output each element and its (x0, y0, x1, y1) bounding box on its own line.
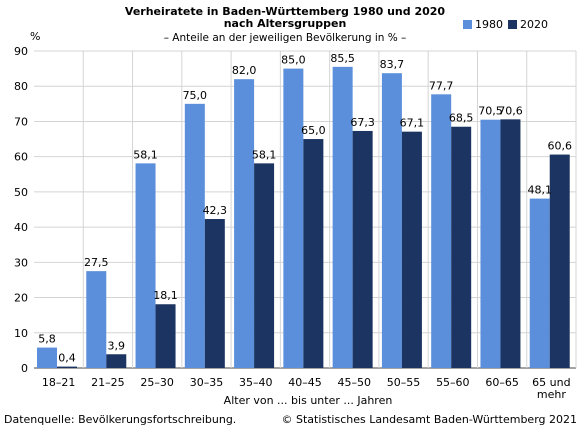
bar-2020 (500, 119, 521, 368)
y-tick-label: 0 (21, 362, 28, 375)
bar-2020 (549, 154, 570, 368)
data-label-1980: 5,8 (38, 333, 56, 346)
y-tick-label: 70 (14, 115, 28, 128)
x-tick-label: 35–40 (239, 376, 273, 389)
x-tick-label: 30–35 (190, 376, 224, 389)
data-label-1980: 85,5 (330, 52, 355, 65)
data-label-2020: 68,5 (449, 112, 474, 125)
x-tick-label: 40–45 (288, 376, 322, 389)
bar-2020 (106, 354, 127, 368)
data-label-2020: 67,1 (400, 117, 425, 130)
x-axis-label: Alter von ... bis unter ... Jahren (224, 394, 393, 407)
data-label-2020: 18,1 (153, 289, 178, 302)
x-tick-label: 25–30 (140, 376, 174, 389)
bar-1980 (480, 119, 501, 368)
data-label-2020: 70,6 (498, 104, 523, 117)
bar-1980 (86, 271, 107, 368)
data-label-2020: 58,1 (252, 148, 277, 161)
chart-title-line-2: nach Altersgruppen (224, 17, 347, 30)
y-tick-label: 10 (14, 327, 28, 340)
chart-subtitle: – Anteile an der jeweiligen Bevölkerung … (164, 32, 407, 44)
legend-swatch-1980 (463, 20, 472, 29)
x-tick-label: 45–50 (338, 376, 372, 389)
data-label-1980: 83,7 (380, 58, 405, 71)
y-tick-label: 90 (14, 45, 28, 58)
y-tick-label: 80 (14, 80, 28, 93)
x-tick-label-line2: mehr (537, 388, 566, 401)
data-label-2020: 67,3 (350, 116, 375, 129)
legend-label-2020: 2020 (520, 18, 548, 31)
x-tick-label: 55–60 (436, 376, 470, 389)
bar-2020 (155, 304, 176, 368)
bar-1980 (234, 79, 255, 368)
x-tick-label: 21–25 (91, 376, 125, 389)
data-label-1980: 70,5 (478, 105, 503, 118)
data-label-2020: 65,0 (301, 124, 326, 137)
data-label-2020: 0,4 (58, 352, 76, 365)
bar-2020 (254, 163, 275, 368)
y-tick-label: 50 (14, 186, 28, 199)
y-tick-label: 60 (14, 151, 28, 164)
bar-2020 (401, 131, 422, 368)
bar-2020 (303, 139, 324, 368)
bar-1980 (431, 94, 452, 368)
y-axis-unit: % (30, 30, 40, 43)
bar-2020 (352, 130, 373, 368)
footer-copyright: © Statistisches Landesamt Baden-Württemb… (281, 413, 577, 426)
bar-1980 (283, 68, 304, 368)
bar-1980 (135, 163, 156, 368)
bar-2020 (204, 219, 225, 368)
bar-2020 (57, 366, 77, 368)
data-label-2020: 42,3 (203, 204, 228, 217)
legend-label-1980: 1980 (475, 18, 503, 31)
y-tick-label: 30 (14, 256, 28, 269)
bar-1980 (529, 198, 550, 368)
data-label-1980: 77,7 (429, 79, 454, 92)
data-label-1980: 48,1 (527, 184, 552, 197)
data-label-1980: 58,1 (133, 148, 158, 161)
data-label-2020: 60,6 (547, 140, 572, 153)
footer-source: Datenquelle: Bevölkerungsfortschreibung. (4, 413, 236, 426)
data-label-1980: 27,5 (84, 256, 109, 269)
x-tick-label: 50–55 (387, 376, 421, 389)
data-label-1980: 75,0 (183, 89, 208, 102)
bar-1980 (381, 73, 402, 368)
bar-2020 (451, 126, 472, 368)
bar-1980 (184, 103, 205, 368)
x-tick-label: 18–21 (42, 376, 76, 389)
chart-title-line-1: Verheiratete in Baden-Württemberg 1980 u… (125, 5, 446, 18)
data-label-1980: 85,0 (281, 54, 306, 67)
bar-1980 (332, 66, 353, 368)
data-label-1980: 82,0 (232, 64, 257, 77)
bar-1980 (37, 347, 57, 368)
data-label-2020: 3,9 (108, 339, 126, 352)
x-tick-label: 60–65 (485, 376, 519, 389)
legend-swatch-2020 (508, 20, 517, 29)
x-tick-label: 65 und (532, 376, 570, 389)
y-tick-label: 20 (14, 292, 28, 305)
y-tick-label: 40 (14, 221, 28, 234)
